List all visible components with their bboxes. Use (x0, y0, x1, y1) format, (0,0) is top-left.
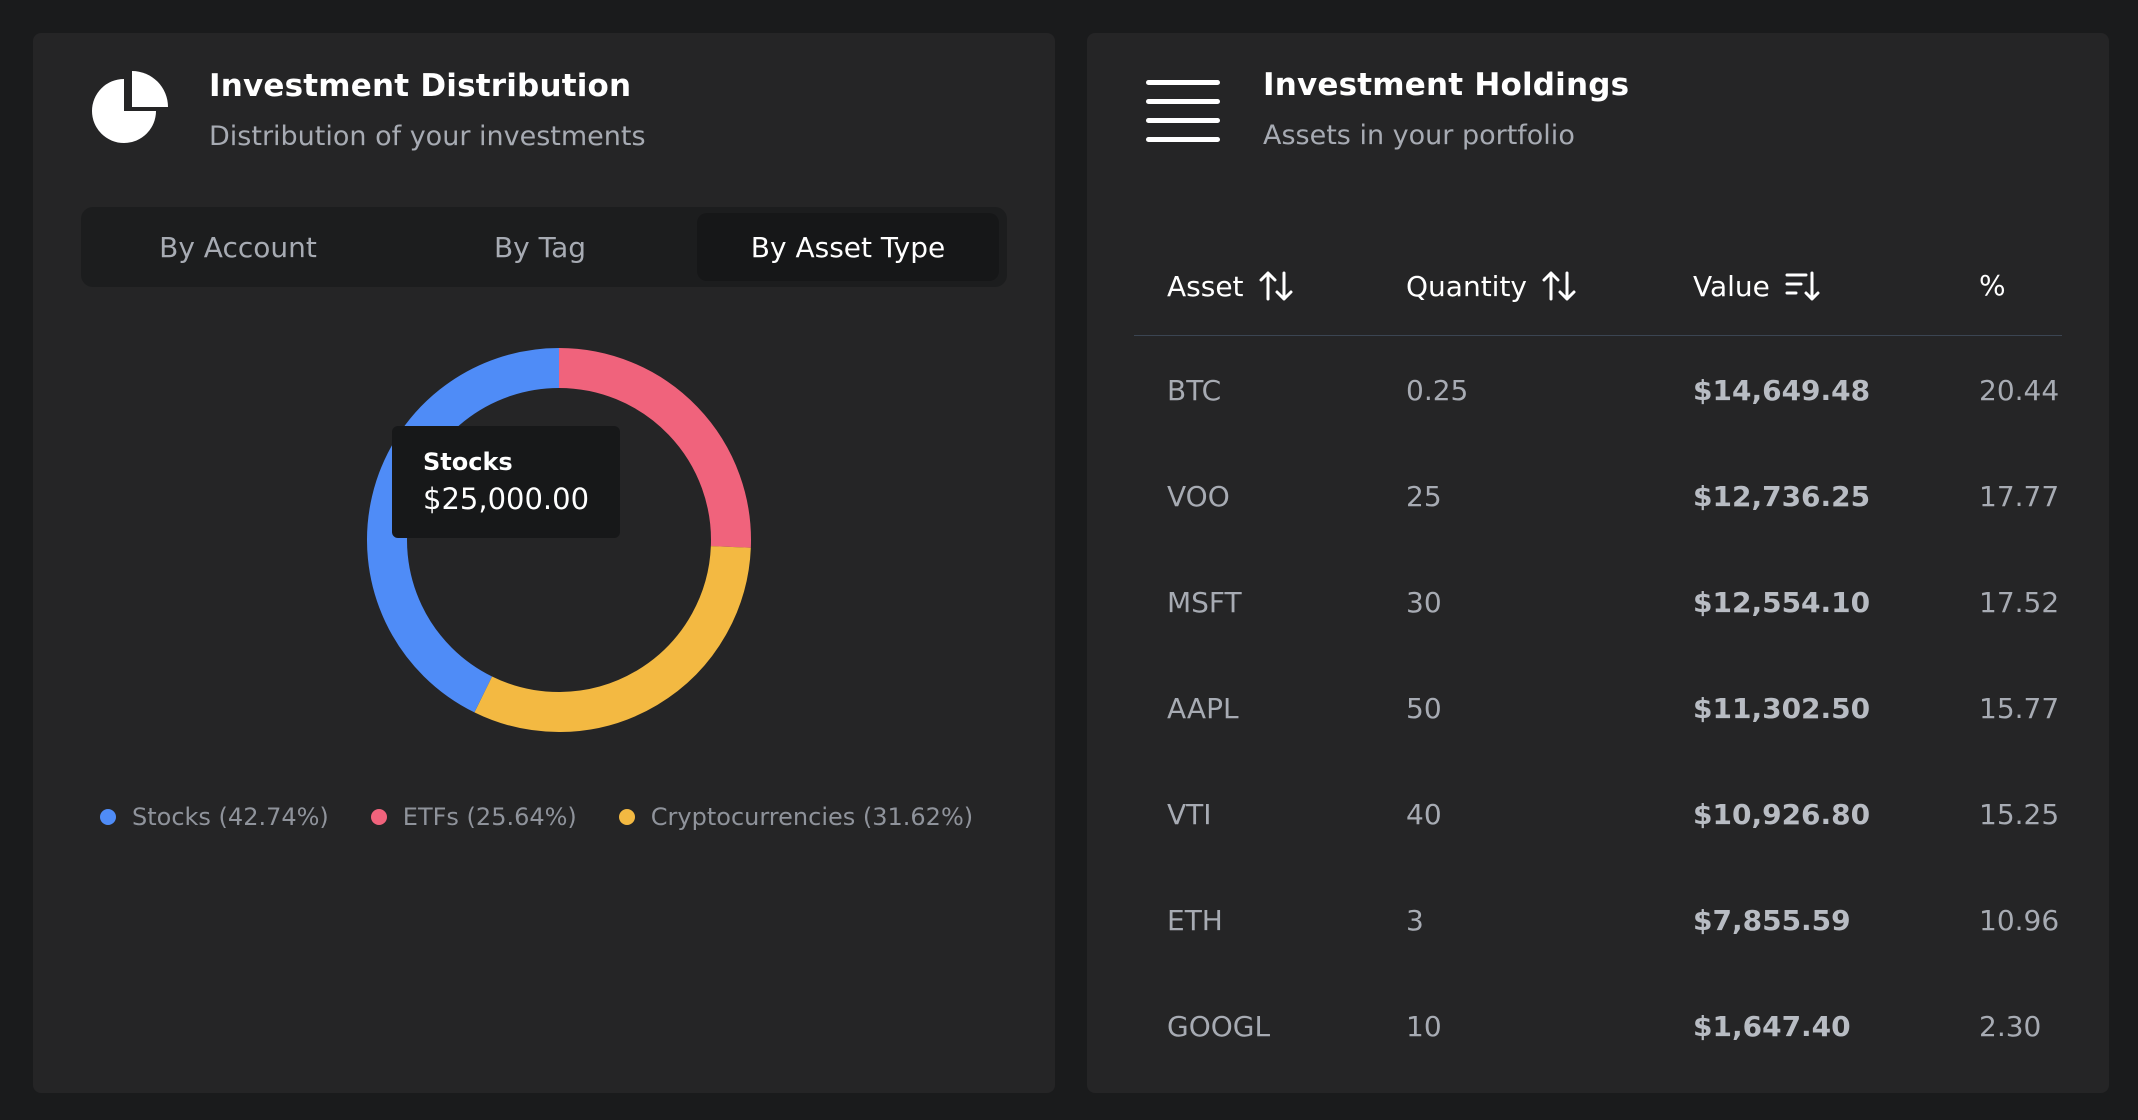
legend-dot (100, 809, 116, 825)
table-row[interactable]: MSFT 30 $12,554.10 17.52 (1134, 549, 2062, 655)
cell-asset: GOOGL (1167, 1009, 1271, 1043)
cell-percent: 15.25 (1979, 797, 2060, 831)
legend-label: Stocks (42.74%) (132, 803, 329, 831)
table-row[interactable]: VTI 40 $10,926.80 15.25 (1134, 761, 2062, 867)
cell-percent: 2.30 (1979, 1009, 2042, 1043)
legend-item-cryptocurrencies[interactable]: Cryptocurrencies (31.62%) (618, 803, 974, 831)
card-title: Investment Distribution (209, 68, 632, 104)
card-subtitle: Assets in your portfolio (1263, 120, 1575, 151)
investment-holdings-card: Investment Holdings Assets in your portf… (1087, 33, 2109, 1093)
cell-value: $7,855.59 (1693, 903, 1851, 937)
tab-by-account[interactable]: By Account (159, 230, 317, 264)
table-header: Asset Quantity Value % (1134, 247, 2062, 336)
chart-tooltip: Stocks $25,000.00 (392, 426, 620, 538)
donut-slice-cryptocurrencies[interactable] (474, 545, 751, 732)
card-subtitle: Distribution of your investments (209, 121, 646, 152)
sort-both-icon[interactable] (1258, 269, 1294, 303)
table-row[interactable]: VOO 25 $12,736.25 17.77 (1134, 443, 2062, 549)
legend-item-etfs[interactable]: ETFs (25.64%) (370, 803, 577, 831)
cell-value: $10,926.80 (1693, 797, 1871, 831)
cell-quantity: 25 (1406, 479, 1442, 513)
tab-group: By Account By Tag By Asset Type (81, 207, 1007, 287)
cell-quantity: 0.25 (1406, 373, 1469, 407)
card-title: Investment Holdings (1263, 67, 1630, 103)
donut-slice-etfs[interactable] (558, 348, 751, 548)
cell-percent: 10.96 (1979, 903, 2060, 937)
tab-by-asset-type[interactable]: By Asset Type (697, 213, 999, 281)
legend-label: Cryptocurrencies (31.62%) (650, 803, 974, 831)
donut-chart[interactable] (349, 330, 769, 750)
pie-chart-icon (92, 71, 168, 143)
cell-value: $1,647.40 (1693, 1009, 1851, 1043)
cell-percent: 17.77 (1979, 479, 2060, 513)
cell-percent: 20.44 (1979, 373, 2060, 407)
cell-asset: VTI (1167, 797, 1212, 831)
cell-asset: AAPL (1167, 691, 1239, 725)
cell-asset: BTC (1167, 373, 1222, 407)
cell-quantity: 3 (1406, 903, 1424, 937)
cell-quantity: 50 (1406, 691, 1442, 725)
legend-item-stocks[interactable]: Stocks (42.74%) (100, 803, 329, 831)
cell-asset: VOO (1167, 479, 1230, 513)
legend-dot (618, 809, 635, 825)
column-label: Asset (1167, 269, 1244, 303)
column-label: Value (1693, 269, 1770, 303)
table-row[interactable]: ETH 3 $7,855.59 10.96 (1134, 867, 2062, 973)
sort-both-icon[interactable] (1541, 269, 1577, 303)
cell-quantity: 40 (1406, 797, 1442, 831)
investment-distribution-card: Investment Distribution Distribution of … (33, 33, 1055, 1093)
cell-percent: 15.77 (1979, 691, 2060, 725)
table-row[interactable]: BTC 0.25 $14,649.48 20.44 (1134, 337, 2062, 443)
tooltip-value: $25,000.00 (423, 482, 590, 516)
column-header-value[interactable]: Value (1693, 269, 1820, 303)
cell-value: $12,554.10 (1693, 585, 1871, 619)
cell-asset: ETH (1167, 903, 1223, 937)
donut-slice-stocks[interactable] (367, 348, 560, 713)
column-header-asset[interactable]: Asset (1167, 269, 1294, 303)
cell-asset: MSFT (1167, 585, 1242, 619)
cell-value: $11,302.50 (1693, 691, 1871, 725)
cell-value: $14,649.48 (1693, 373, 1871, 407)
table-row[interactable]: AAPL 50 $11,302.50 15.77 (1134, 655, 2062, 761)
column-label: % (1979, 269, 2006, 302)
cell-value: $12,736.25 (1693, 479, 1871, 513)
cell-percent: 17.52 (1979, 585, 2060, 619)
legend-dot (370, 809, 387, 825)
chart-legend: Stocks (42.74%) ETFs (25.64%) Cryptocurr… (100, 803, 1015, 831)
menu-icon[interactable] (1146, 80, 1220, 142)
table-row[interactable]: GOOGL 10 $1,647.40 2.30 (1134, 973, 2062, 1079)
column-header-quantity[interactable]: Quantity (1406, 269, 1577, 303)
column-header-percent[interactable]: % (1979, 269, 2006, 302)
sort-descending-icon[interactable] (1784, 269, 1820, 303)
tooltip-label: Stocks (423, 448, 513, 476)
column-label: Quantity (1406, 269, 1527, 303)
tab-by-tag[interactable]: By Tag (493, 230, 587, 264)
cell-quantity: 10 (1406, 1009, 1442, 1043)
legend-label: ETFs (25.64%) (402, 803, 577, 831)
cell-quantity: 30 (1406, 585, 1442, 619)
